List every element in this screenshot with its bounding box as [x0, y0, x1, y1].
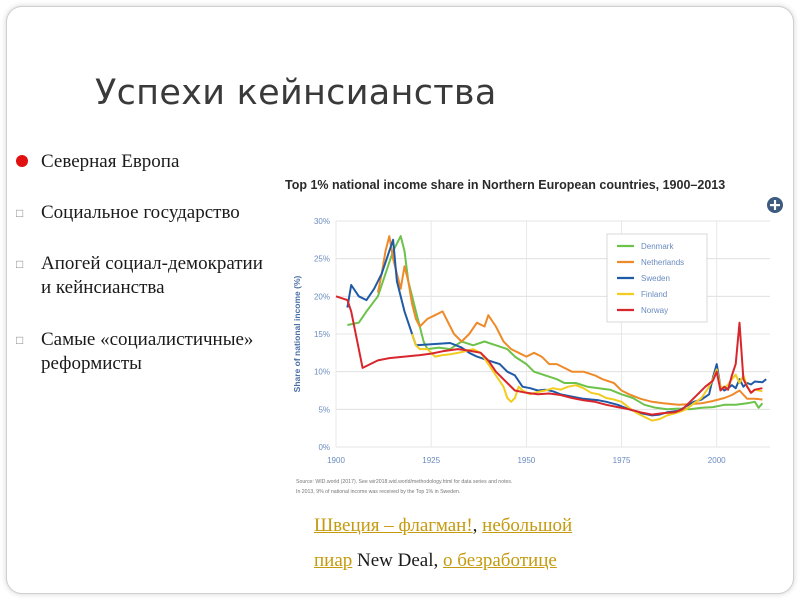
small-pr-link[interactable]: небольшой: [482, 515, 573, 536]
legend-label: Denmark: [641, 242, 674, 251]
series-line-netherlands: [376, 235, 763, 406]
small-pr-link-cont[interactable]: пиар: [314, 550, 353, 571]
chart-source-note-2: In 2013, 9% of national income was recei…: [296, 489, 460, 495]
x-tick-label: 1975: [613, 456, 631, 465]
slide-title: Успехи кейнсианства: [95, 73, 497, 113]
bullet-text: Северная Европа: [41, 151, 180, 172]
y-tick-label: 30%: [314, 217, 330, 226]
y-tick-label: 15%: [314, 330, 330, 339]
unemployment-link[interactable]: о безработице: [443, 550, 557, 571]
bullet-item: Апогей социал-демократии и кейнсианства: [14, 252, 274, 300]
y-tick-label: 25%: [314, 255, 330, 264]
bullet-item: Северная Европа: [14, 150, 274, 174]
y-tick-label: 20%: [314, 292, 330, 301]
legend-label: Netherlands: [641, 258, 684, 267]
bullet-list: Северная Европа Социальное государство А…: [14, 150, 274, 403]
new-deal-text: New Deal,: [352, 550, 444, 571]
series-line-sweden: [346, 238, 767, 417]
links-line-1: Швеция – флагман!, небольшой: [314, 508, 734, 543]
sweden-flagship-link[interactable]: Швеция – флагман!: [314, 515, 473, 536]
red-dot-icon: [16, 155, 28, 167]
add-icon[interactable]: [767, 197, 783, 213]
bullet-item: Самые «социалистичные» реформисты: [14, 328, 274, 376]
legend-label: Norway: [641, 306, 668, 315]
comma-separator: ,: [472, 515, 483, 536]
x-tick-label: 2000: [708, 456, 726, 465]
y-axis-label: Share of national income (%): [292, 276, 302, 393]
bullet-text: Апогей социал-демократии и кейнсианства: [41, 253, 263, 299]
legend-label: Sweden: [641, 274, 670, 283]
x-tick-label: 1900: [327, 456, 345, 465]
x-tick-label: 1925: [422, 456, 440, 465]
chart-source-note: Source: WID.world (2017). See wir2018.wi…: [296, 479, 512, 485]
links-line-2: пиар New Deal, о безработице: [314, 543, 734, 578]
legend-label: Finland: [641, 290, 667, 299]
bullet-item: Социальное государство: [14, 201, 274, 225]
add-icon-v[interactable]: [773, 200, 777, 210]
y-tick-label: 10%: [314, 368, 330, 377]
series-line-norway: [335, 295, 763, 416]
bottom-links: Швеция – флагман!, небольшой пиар New De…: [314, 508, 734, 578]
bullet-text: Самые «социалистичные» реформисты: [41, 328, 254, 374]
y-tick-label: 5%: [318, 405, 330, 414]
y-tick-label: 0%: [318, 443, 330, 452]
bullet-text: Социальное государство: [41, 202, 240, 224]
x-tick-label: 1950: [517, 456, 535, 465]
series-line-denmark: [347, 235, 764, 411]
chart-title: Top 1% national income share in Northern…: [285, 178, 725, 192]
